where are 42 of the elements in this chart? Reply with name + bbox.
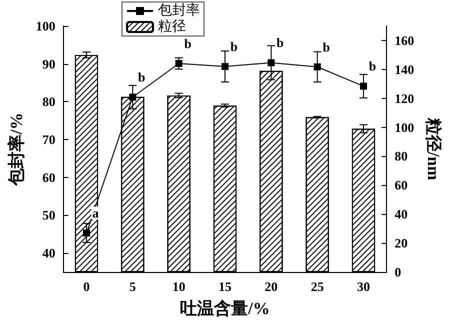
y2-tick-label: 140 bbox=[394, 62, 414, 77]
y-tick-label: 70 bbox=[42, 132, 56, 148]
x-tick-label: 10 bbox=[172, 279, 186, 294]
y-axis-title: 包封率/% bbox=[7, 112, 26, 186]
y2-tick-label: 120 bbox=[394, 90, 414, 106]
x-tick-label: 20 bbox=[264, 279, 278, 294]
x-tick-label: 25 bbox=[310, 279, 324, 294]
point bbox=[129, 94, 136, 101]
point bbox=[268, 59, 275, 66]
y2-tick-label: 80 bbox=[394, 148, 408, 164]
annotation: b bbox=[230, 38, 238, 54]
legend-label: 包封率 bbox=[158, 2, 200, 18]
y-tick-label: 90 bbox=[42, 56, 56, 72]
point bbox=[360, 82, 368, 90]
y-tick-label: 60 bbox=[42, 170, 56, 185]
y2-tick-label: 100 bbox=[394, 120, 414, 135]
y2-tick-label: 40 bbox=[394, 206, 408, 222]
y2-tick-label: 160 bbox=[394, 32, 414, 48]
y2-tick-label: 0 bbox=[394, 264, 402, 280]
y-tick-label: 50 bbox=[42, 208, 56, 223]
annotation: b bbox=[322, 39, 330, 54]
y-tick-label: 40 bbox=[42, 246, 56, 261]
point bbox=[82, 230, 90, 237]
y2-axis-title: 粒径/nm bbox=[424, 116, 443, 180]
legend-label: 粒径 bbox=[158, 18, 186, 34]
point bbox=[175, 60, 182, 67]
annotation: b bbox=[368, 58, 376, 74]
point bbox=[314, 63, 321, 70]
x-tick-label: 5 bbox=[129, 279, 136, 294]
y-tick-label: 100 bbox=[36, 18, 56, 34]
annotation: a bbox=[92, 206, 100, 221]
y2-tick-label: 60 bbox=[394, 178, 408, 193]
x-tick-label: 15 bbox=[218, 279, 232, 294]
point bbox=[222, 62, 228, 70]
x-tick-label: 0 bbox=[83, 279, 90, 294]
annotation: b bbox=[184, 36, 192, 51]
x-axis-title: 吐温含量/% bbox=[180, 299, 270, 318]
y2-tick-label: 20 bbox=[394, 236, 408, 251]
annotation: b bbox=[138, 70, 146, 85]
annotation: b bbox=[276, 35, 284, 50]
x-tick-label: 30 bbox=[357, 279, 370, 294]
y-tick-label: 80 bbox=[42, 94, 56, 110]
